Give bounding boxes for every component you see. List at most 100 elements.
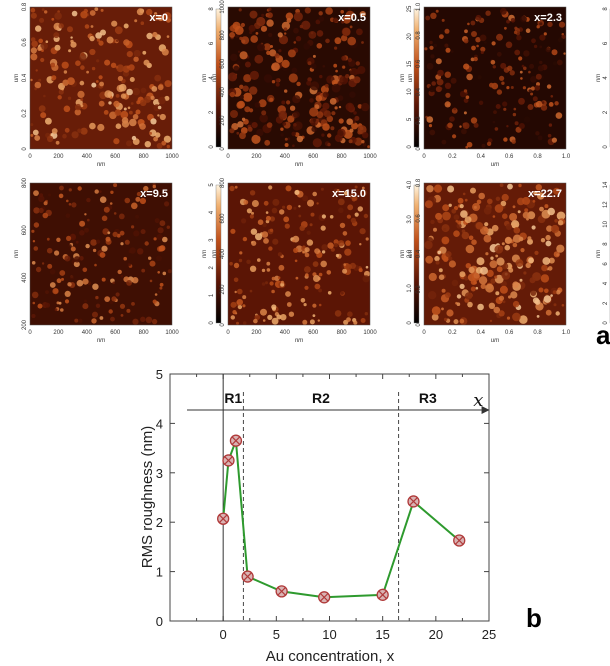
afm-grain bbox=[255, 32, 259, 35]
afm-grain bbox=[347, 311, 353, 318]
afm-grain bbox=[342, 268, 348, 274]
afm-grain bbox=[486, 269, 494, 277]
afm-grain bbox=[43, 201, 48, 206]
afm-grain bbox=[334, 106, 338, 110]
afm-grain bbox=[77, 186, 82, 191]
afm-y-unit: nm bbox=[14, 250, 20, 258]
afm-grain bbox=[302, 319, 308, 325]
afm-grain bbox=[263, 238, 269, 244]
afm-grain bbox=[268, 185, 273, 190]
afm-y-tick-label: 400 bbox=[220, 248, 226, 259]
afm-grain bbox=[281, 21, 291, 31]
afm-grain bbox=[237, 50, 241, 53]
y-tick-label: 5 bbox=[156, 367, 163, 382]
afm-grain bbox=[239, 84, 244, 90]
afm-grain bbox=[322, 91, 329, 98]
afm-grain bbox=[242, 304, 246, 308]
data-point-cross bbox=[454, 536, 464, 545]
afm-x-unit: nm bbox=[295, 162, 303, 168]
afm-grain bbox=[271, 304, 277, 310]
afm-grain bbox=[96, 239, 101, 244]
afm-grain bbox=[347, 57, 352, 63]
afm-grain bbox=[313, 275, 320, 282]
afm-grain bbox=[248, 24, 256, 32]
series-line bbox=[222, 440, 460, 599]
afm-grain bbox=[495, 254, 499, 258]
afm-grain bbox=[239, 51, 248, 60]
afm-grain bbox=[61, 61, 69, 69]
afm-y-tick-label: 0.8 bbox=[416, 31, 422, 40]
afm-grain bbox=[66, 199, 69, 203]
afm-grain bbox=[120, 274, 124, 278]
afm-grain bbox=[301, 20, 311, 30]
afm-grain bbox=[556, 211, 566, 221]
colorbar-tick-label: 8 bbox=[209, 7, 215, 11]
afm-grain bbox=[139, 99, 147, 107]
afm-grain bbox=[342, 231, 348, 236]
afm-grain bbox=[350, 217, 357, 224]
panel-a-letter: a bbox=[596, 320, 610, 350]
afm-grain bbox=[144, 141, 151, 148]
afm-grain bbox=[41, 8, 45, 12]
afm-x-tick-label: 0.8 bbox=[533, 330, 542, 336]
afm-grain bbox=[322, 102, 330, 110]
afm-grain bbox=[364, 312, 368, 316]
afm-grain bbox=[249, 214, 254, 219]
afm-grain bbox=[284, 89, 288, 93]
afm-grain bbox=[534, 85, 541, 91]
afm-grain bbox=[63, 70, 68, 74]
afm-grain bbox=[501, 81, 505, 85]
afm-grain bbox=[475, 286, 479, 290]
afm-grain bbox=[346, 317, 351, 322]
afm-grain bbox=[537, 65, 545, 72]
afm-grain bbox=[303, 43, 311, 50]
afm-grain bbox=[433, 184, 443, 193]
afm-grain bbox=[58, 193, 64, 199]
colorbar-tick-label: 4 bbox=[209, 76, 215, 80]
afm-grain bbox=[135, 214, 140, 219]
afm-grain bbox=[340, 291, 344, 295]
afm-grain bbox=[286, 302, 292, 307]
afm-grain bbox=[557, 37, 564, 43]
afm-grain bbox=[461, 128, 467, 135]
afm-grain bbox=[286, 18, 292, 23]
afm-grain bbox=[496, 257, 505, 266]
afm-grain bbox=[62, 133, 67, 139]
afm-grain bbox=[475, 37, 481, 43]
afm-grain bbox=[312, 261, 319, 267]
afm-grain bbox=[234, 185, 238, 189]
afm-grain bbox=[124, 239, 130, 245]
afm-grain bbox=[337, 95, 344, 101]
afm-grain bbox=[234, 290, 237, 294]
afm-grain bbox=[98, 190, 102, 194]
afm-grain bbox=[159, 282, 164, 287]
afm-grain bbox=[118, 213, 125, 220]
afm-grain bbox=[334, 37, 342, 45]
afm-grain bbox=[284, 32, 287, 35]
afm-grain bbox=[443, 317, 448, 322]
colorbar-tick-label: 5 bbox=[407, 117, 413, 121]
afm-grain bbox=[229, 261, 233, 266]
colorbar-tick-label: 1.0 bbox=[407, 284, 413, 293]
afm-grain bbox=[327, 291, 332, 295]
afm-grain bbox=[254, 54, 264, 64]
region-label-r2: R2 bbox=[312, 390, 330, 406]
afm-grain bbox=[514, 26, 518, 30]
afm-grain bbox=[433, 43, 438, 48]
afm-grain bbox=[268, 32, 273, 38]
afm-grain bbox=[74, 103, 82, 111]
afm-grain bbox=[240, 22, 245, 28]
afm-grain bbox=[550, 224, 560, 234]
afm-images-panel: x=00 200 400 600 800 1000nm00.20.40.60.8um024… bbox=[14, 0, 610, 344]
afm-grain bbox=[523, 50, 530, 57]
afm-grain bbox=[115, 39, 119, 42]
afm-grain bbox=[132, 318, 139, 325]
afm-image-label: x=15.0 bbox=[332, 188, 366, 200]
colorbar-unit: nm bbox=[202, 74, 208, 82]
afm-grain bbox=[459, 204, 464, 209]
afm-grain bbox=[463, 111, 467, 115]
colorbar-unit: nm bbox=[202, 250, 208, 258]
afm-grain bbox=[294, 259, 298, 263]
afm-grain bbox=[431, 313, 439, 321]
afm-grain bbox=[236, 321, 239, 325]
